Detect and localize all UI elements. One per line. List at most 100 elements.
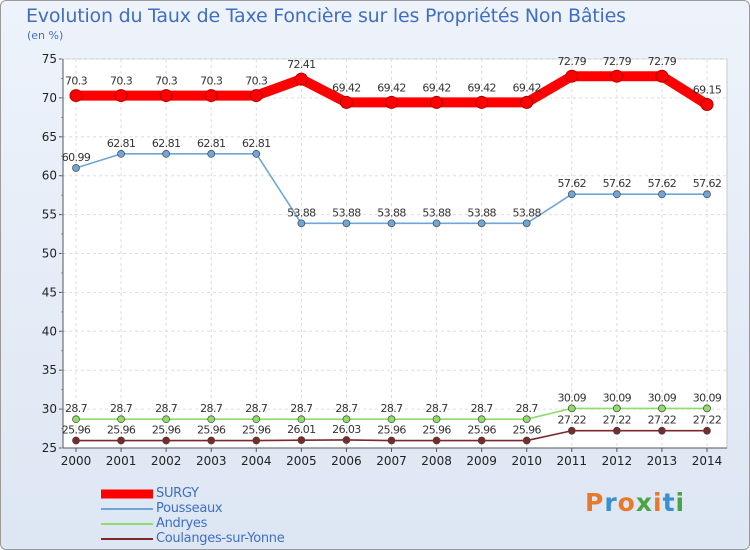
data-label: 62.81	[197, 137, 226, 150]
legend-item: SURGY	[101, 486, 284, 501]
y-tick-label: 50	[42, 247, 57, 261]
data-label: 69.42	[422, 81, 451, 94]
data-point	[249, 89, 263, 103]
data-label: 57.62	[648, 177, 677, 190]
data-label: 28.7	[290, 402, 313, 415]
data-point	[385, 95, 398, 109]
data-point	[72, 164, 80, 172]
data-point	[207, 436, 216, 445]
data-point	[522, 415, 531, 424]
data-label: 25.96	[467, 424, 496, 437]
x-tick-label: 2014	[692, 454, 723, 468]
data-label: 25.96	[197, 424, 226, 437]
data-label: 53.88	[422, 206, 451, 219]
x-tick-label: 2012	[602, 454, 633, 468]
data-point	[520, 95, 534, 109]
data-label: 70.3	[200, 75, 223, 88]
legend-label: SURGY	[156, 486, 199, 501]
data-label: 28.7	[426, 402, 449, 415]
x-tick-label: 2011	[557, 454, 588, 468]
legend-swatch	[101, 522, 153, 525]
data-label: 70.3	[65, 75, 88, 88]
data-point	[610, 69, 624, 83]
data-point	[432, 415, 441, 424]
x-tick-label: 2006	[331, 454, 362, 468]
data-point	[522, 219, 531, 228]
data-label: 69.42	[467, 81, 496, 94]
x-tick-label: 2007	[376, 454, 407, 468]
data-point	[432, 219, 441, 228]
logo-letter: o	[617, 488, 636, 517]
data-label: 57.62	[558, 177, 587, 190]
data-label: 27.22	[603, 414, 632, 427]
data-label: 69.42	[512, 81, 541, 94]
data-point	[703, 190, 711, 199]
data-point	[658, 190, 666, 199]
data-point	[700, 98, 714, 112]
y-tick-label: 65	[42, 130, 57, 144]
legend-item: Pousseaux	[101, 501, 284, 516]
data-label: 53.88	[287, 206, 316, 219]
data-label: 53.88	[377, 206, 406, 219]
chart-subtitle: (en %)	[27, 29, 64, 42]
data-label: 28.7	[65, 402, 88, 415]
proxiti-logo: Proxiti	[585, 488, 685, 517]
data-label: 28.7	[380, 402, 403, 415]
legend-label: Pousseaux	[156, 501, 223, 516]
logo-letter: i	[675, 488, 686, 517]
data-point	[117, 436, 125, 445]
data-point	[613, 426, 621, 435]
data-point	[117, 415, 125, 424]
x-tick-label: 2010	[511, 454, 542, 468]
data-label: 26.03	[332, 423, 361, 436]
data-point	[565, 69, 579, 83]
data-point	[387, 219, 396, 228]
data-label: 62.81	[242, 137, 271, 150]
data-point	[567, 404, 576, 413]
x-tick-label: 2000	[61, 454, 92, 468]
y-tick-label: 25	[42, 441, 57, 455]
x-tick-label: 2003	[196, 454, 227, 468]
data-label: 25.96	[107, 424, 136, 437]
data-label: 69.42	[377, 81, 406, 94]
data-point	[703, 404, 711, 413]
data-point	[613, 190, 621, 199]
x-tick-label: 2008	[421, 454, 452, 468]
y-tick-label: 75	[42, 52, 57, 66]
logo-letter: t	[662, 488, 676, 517]
data-point	[204, 89, 218, 103]
y-tick-label: 35	[42, 363, 57, 377]
data-point	[477, 415, 486, 424]
data-label: 28.7	[200, 402, 223, 415]
data-label: 53.88	[332, 206, 361, 219]
data-point	[72, 436, 80, 445]
x-tick-label: 2004	[241, 454, 272, 468]
data-point	[207, 415, 216, 424]
data-label: 25.96	[377, 424, 406, 437]
logo-letter: P	[585, 488, 605, 517]
data-point	[252, 149, 261, 158]
data-label: 60.99	[62, 151, 91, 164]
data-point	[297, 436, 306, 444]
data-point	[432, 436, 441, 445]
y-tick-label: 60	[42, 169, 57, 183]
data-label: 28.7	[471, 402, 494, 415]
data-label: 25.96	[512, 424, 541, 437]
data-label: 26.01	[287, 423, 316, 436]
legend-swatch	[101, 489, 153, 498]
data-point	[703, 426, 711, 435]
data-point	[655, 69, 669, 83]
data-label: 57.62	[603, 177, 632, 190]
data-point	[477, 436, 486, 445]
data-point	[613, 404, 621, 413]
legend-item: Coulanges-sur-Yonne	[101, 531, 285, 546]
data-point	[430, 95, 444, 109]
data-point	[252, 436, 261, 445]
y-tick-label: 45	[42, 285, 57, 299]
x-tick-label: 2005	[286, 454, 317, 468]
data-point	[297, 219, 306, 228]
data-label: 30.09	[558, 391, 587, 404]
data-point	[387, 415, 396, 424]
